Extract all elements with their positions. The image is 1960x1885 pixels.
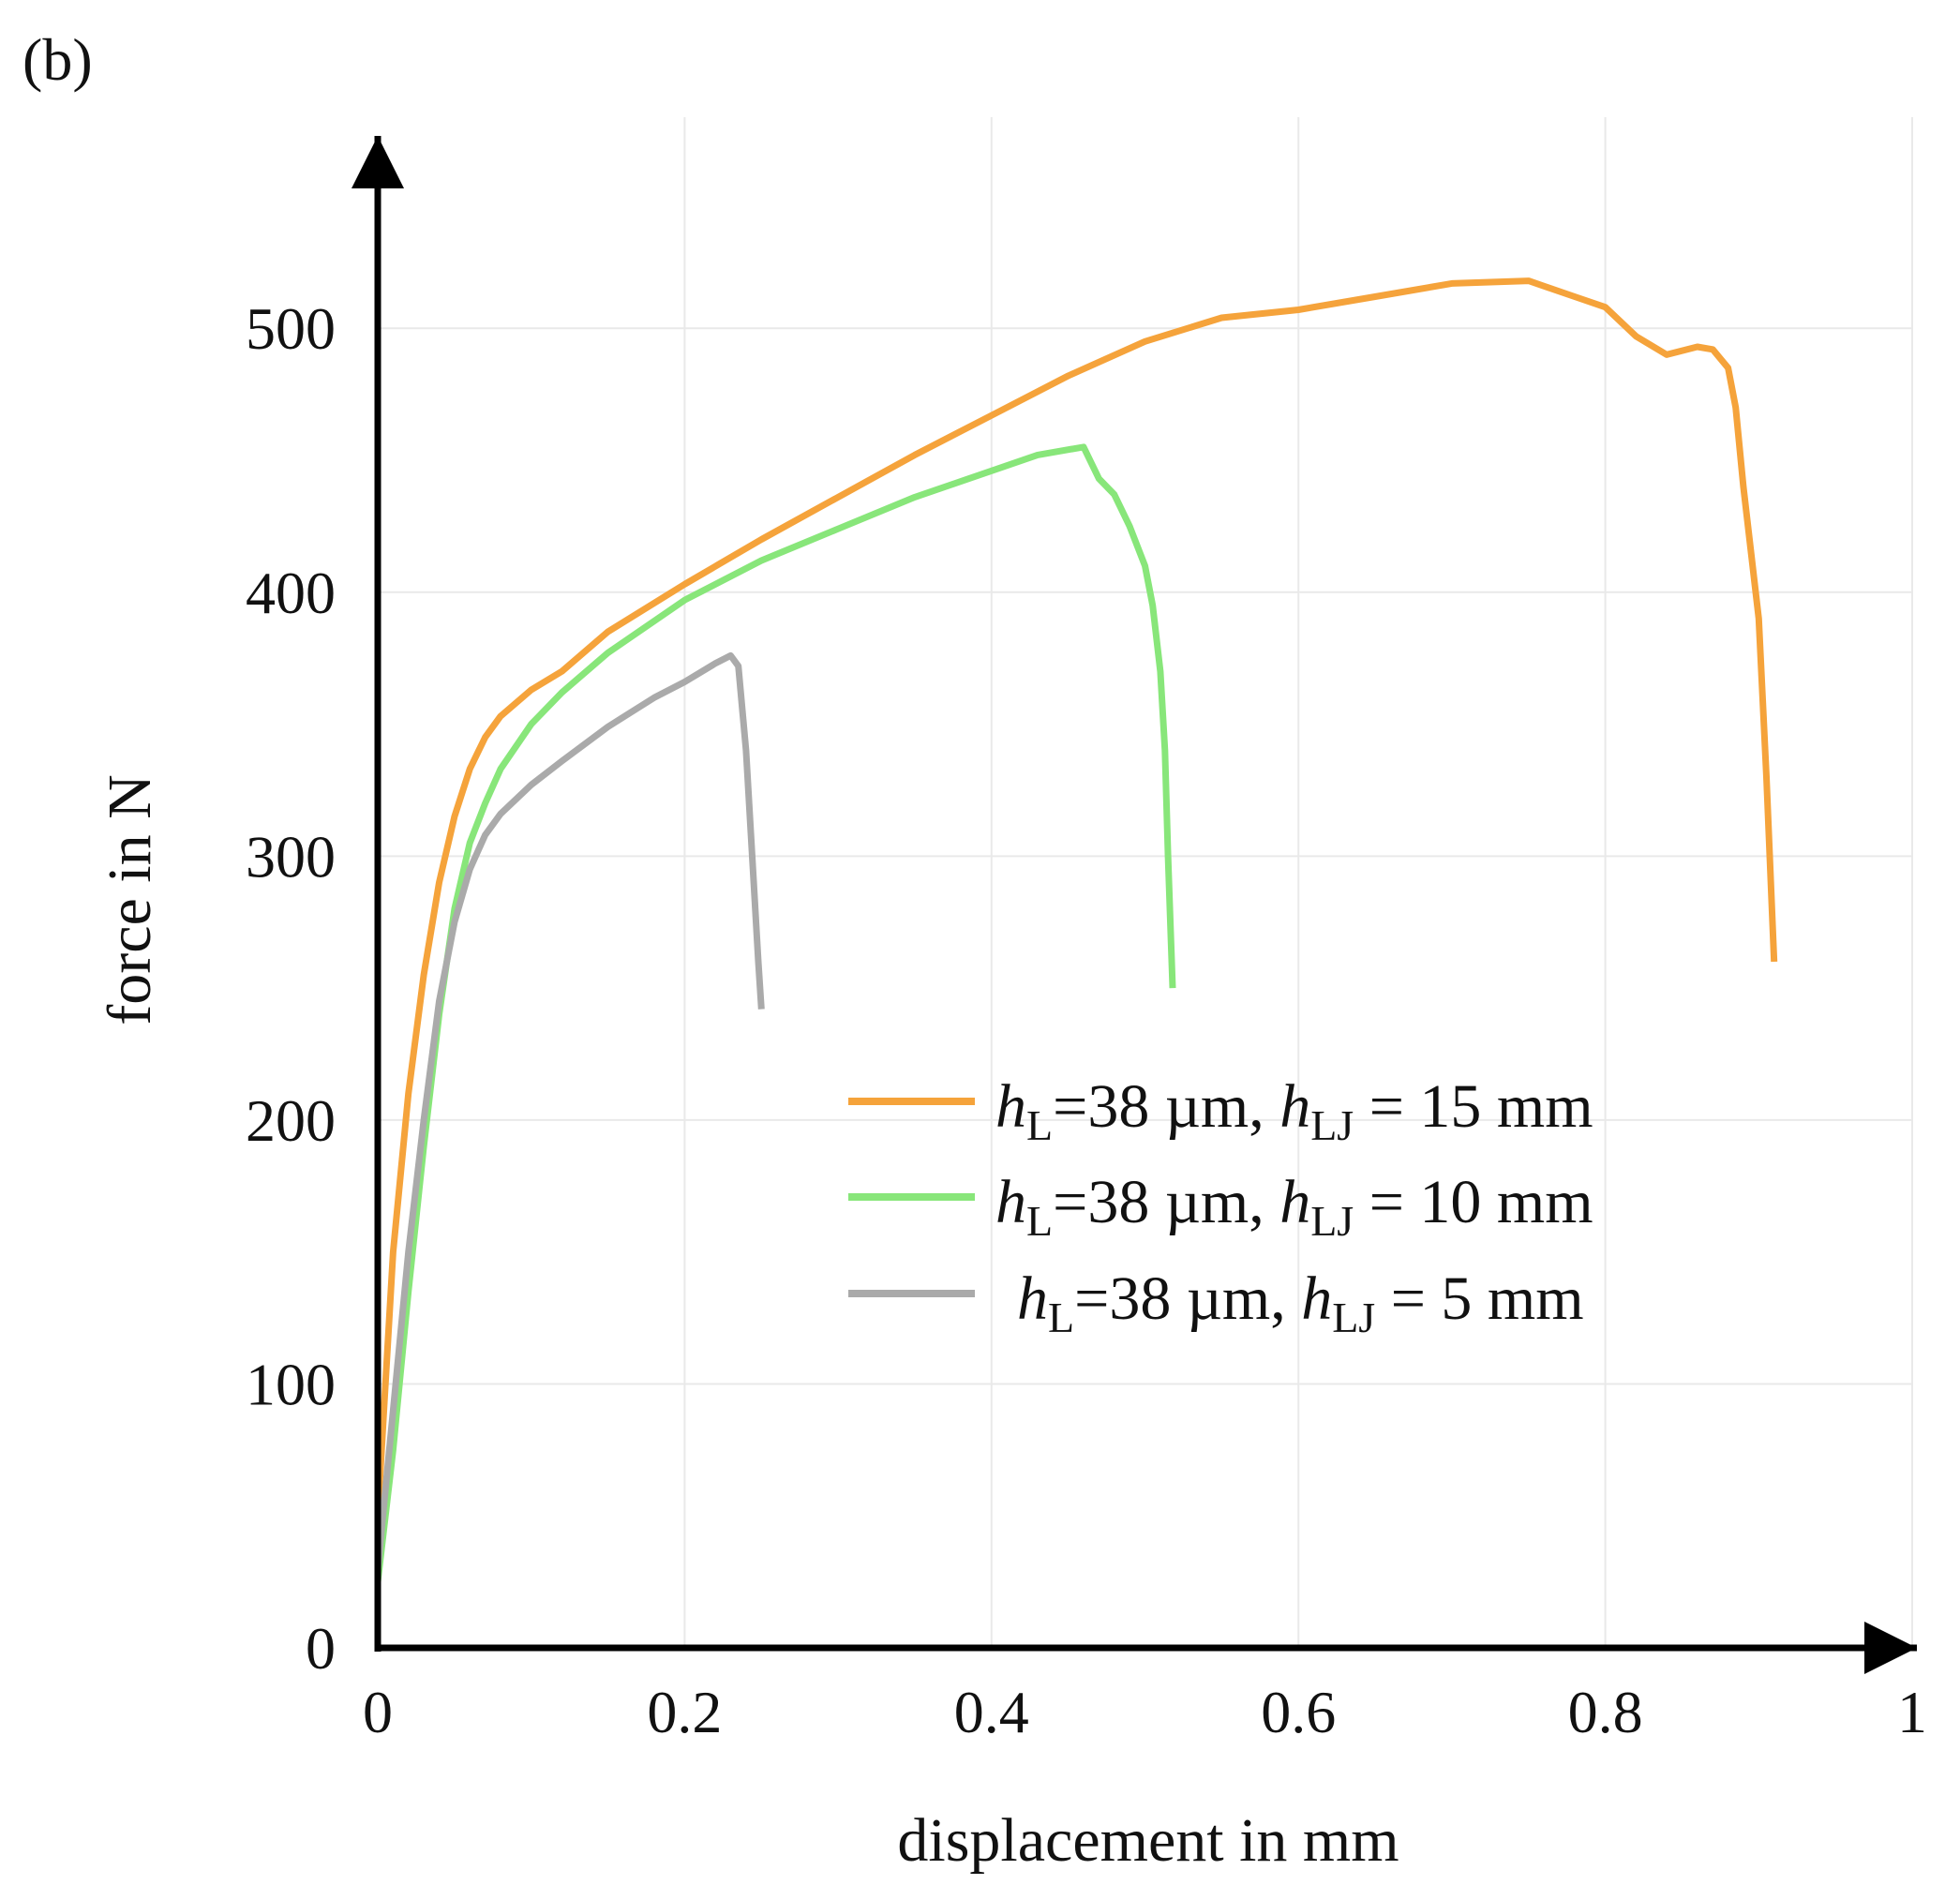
series-line-2	[374, 443, 1176, 1583]
y-axis-title: force in N	[96, 774, 164, 1025]
series-line-1	[374, 277, 1778, 1517]
y-tick-label: 100	[246, 1351, 336, 1417]
x-tick-label: 1	[1897, 1679, 1927, 1745]
y-tick-label: 500	[246, 295, 336, 362]
y-tick-label: 200	[246, 1087, 336, 1154]
y-tick-label: 400	[246, 560, 336, 626]
grid	[378, 117, 1913, 1648]
x-tick-label: 0.4	[954, 1679, 1029, 1745]
x-tick-label: 0.6	[1261, 1679, 1336, 1745]
legend: hL=38 µm, hLJ = 15 mm hL=38 µm, hLJ = 10 …	[848, 1072, 1593, 1341]
legend-label-2: hL=38 µm, hLJ = 10 mm	[995, 1168, 1593, 1245]
series-layer	[374, 277, 1778, 1583]
y-tick-label: 0	[306, 1615, 336, 1682]
panel-label: (b)	[22, 26, 93, 93]
legend-label-1: hL=38 µm, hLJ = 15 mm	[995, 1072, 1593, 1149]
y-tick-labels: 0 100 200 300 400 500	[246, 295, 336, 1682]
x-tick-label: 0.2	[647, 1679, 722, 1745]
y-tick-label: 300	[246, 823, 336, 890]
legend-label-3: hL=38 µm, hLJ = 5 mm	[1017, 1264, 1584, 1341]
x-tick-label: 0.8	[1568, 1679, 1643, 1745]
x-tick-label: 0	[363, 1679, 393, 1745]
x-axis-title: displacement in mm	[897, 1806, 1399, 1875]
series-line-3	[374, 651, 765, 1569]
x-tick-labels: 0 0.2 0.4 0.6 0.8 1	[363, 1679, 1927, 1745]
